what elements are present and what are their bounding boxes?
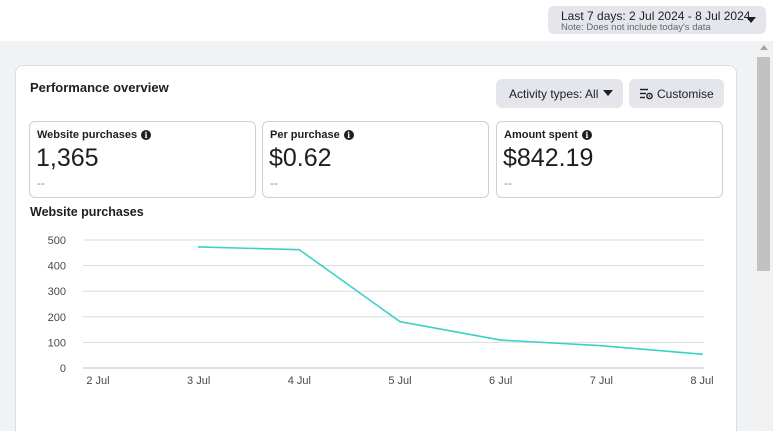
y-tick-label: 200: [48, 312, 66, 324]
card-title: Performance overview: [30, 80, 169, 95]
x-tick-label: 2 Jul: [86, 375, 109, 387]
scroll-up-arrow-icon[interactable]: [760, 45, 768, 50]
metric-label-wrap: Amount spent i: [504, 129, 592, 141]
activity-types-label: Activity types: All: [509, 87, 599, 101]
date-range-label: Last 7 days: 2 Jul 2024 - 8 Jul 2024: [561, 9, 751, 23]
chart-title: Website purchases: [30, 205, 144, 219]
x-tick-label: 4 Jul: [288, 375, 311, 387]
metric-comparison: --: [504, 176, 512, 190]
customise-label: Customise: [657, 87, 714, 101]
metric-value: 1,365: [36, 144, 99, 172]
metric-label: Amount spent: [504, 129, 578, 141]
x-tick-label: 3 Jul: [187, 375, 210, 387]
data-point: [600, 344, 603, 347]
date-range-note: Note: Does not include today's data: [561, 22, 711, 33]
metric-value: $842.19: [503, 144, 594, 172]
chevron-down-icon: [603, 90, 613, 96]
metric-label: Per purchase: [270, 129, 340, 141]
scrollbar[interactable]: [755, 41, 773, 431]
metric-amount-spent[interactable]: Amount spent i $842.19 --: [496, 121, 723, 198]
info-icon[interactable]: i: [141, 130, 152, 140]
y-tick-label: 500: [48, 235, 66, 247]
data-point: [701, 353, 703, 356]
metric-comparison: --: [270, 176, 278, 190]
data-point: [499, 339, 502, 341]
y-tick-label: 400: [48, 261, 66, 273]
y-tick-label: 300: [48, 286, 66, 298]
data-point: [197, 246, 200, 248]
customise-button[interactable]: Customise: [629, 79, 724, 108]
info-icon[interactable]: i: [343, 130, 354, 140]
top-bar: Last 7 days: 2 Jul 2024 - 8 Jul 2024 Not…: [0, 0, 773, 41]
series-line: [197, 246, 703, 355]
data-point: [298, 248, 301, 251]
x-tick-label: 8 Jul: [690, 375, 713, 387]
metric-per-purchase[interactable]: Per purchase i $0.62 --: [262, 121, 489, 198]
x-tick-label: 5 Jul: [388, 375, 411, 387]
chevron-down-icon: [746, 17, 756, 23]
x-tick-label: 7 Jul: [590, 375, 613, 387]
metric-label-wrap: Website purchases i: [37, 129, 152, 141]
data-point: [399, 320, 401, 323]
y-tick-label: 0: [60, 363, 66, 375]
metric-label-wrap: Per purchase i: [270, 129, 354, 141]
date-range-picker[interactable]: Last 7 days: 2 Jul 2024 - 8 Jul 2024 Not…: [548, 6, 766, 34]
website-purchases-chart: 0 100 200 300 400 500 2 Jul 3 Jul 4 Jul 5 Jul 6 Ju…: [48, 235, 714, 387]
y-tick-label: 100: [48, 337, 66, 349]
customise-sliders-icon: [640, 88, 653, 100]
info-icon[interactable]: i: [581, 130, 592, 140]
scrollbar-thumb[interactable]: [757, 57, 770, 271]
performance-overview-card: Performance overview Activity types: All…: [15, 65, 737, 431]
metric-comparison: --: [37, 176, 45, 190]
metric-website-purchases[interactable]: Website purchases i 1,365 --: [29, 121, 256, 198]
metric-label: Website purchases: [37, 129, 138, 141]
metric-value: $0.62: [269, 144, 332, 172]
x-tick-label: 6 Jul: [489, 375, 512, 387]
activity-types-dropdown[interactable]: Activity types: All: [496, 79, 623, 108]
